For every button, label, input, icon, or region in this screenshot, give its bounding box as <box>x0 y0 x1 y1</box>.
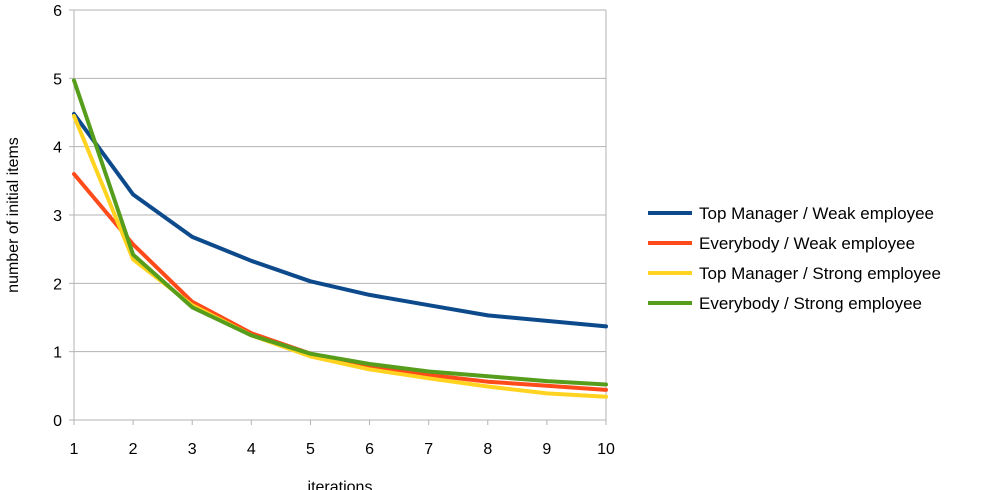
legend-label-3: Top Manager / Strong employee <box>699 264 941 283</box>
y-tick-label: 3 <box>53 208 62 225</box>
x-axis-title: iterations <box>308 479 373 490</box>
series-line-4 <box>72 78 608 387</box>
x-tick-labels: 1 2 3 4 5 6 7 8 9 10 <box>70 441 615 458</box>
y-tick-label: 1 <box>53 345 62 362</box>
x-tick-label: 10 <box>597 441 615 458</box>
x-tick-label: 7 <box>424 441 433 458</box>
x-tick-label: 3 <box>188 441 197 458</box>
series-line-1 <box>72 111 608 329</box>
y-tick-label: 4 <box>53 140 62 157</box>
x-tick-label: 2 <box>129 441 138 458</box>
y-tick-label: 6 <box>53 3 62 20</box>
x-tick-label: 6 <box>365 441 374 458</box>
y-axis-title: number of initial items <box>5 137 22 293</box>
series-lines <box>72 78 608 399</box>
x-tick-label: 9 <box>542 441 551 458</box>
legend: Top Manager / Weak employee Everybody / W… <box>648 204 941 313</box>
x-tick-label: 5 <box>306 441 315 458</box>
legend-label-1: Top Manager / Weak employee <box>699 204 934 223</box>
y-tick-labels: 0 1 2 3 4 5 6 <box>53 3 62 430</box>
x-tick-label: 4 <box>247 441 256 458</box>
legend-label-4: Everybody / Strong employee <box>699 294 922 313</box>
y-tick-label: 5 <box>53 71 62 88</box>
y-tick-label: 2 <box>53 276 62 293</box>
y-tick-label: 0 <box>53 413 62 430</box>
series-line-3 <box>72 113 608 399</box>
x-tick-label: 8 <box>483 441 492 458</box>
x-tick-label: 1 <box>70 441 79 458</box>
legend-label-2: Everybody / Weak employee <box>699 234 915 253</box>
axes <box>69 9 607 425</box>
